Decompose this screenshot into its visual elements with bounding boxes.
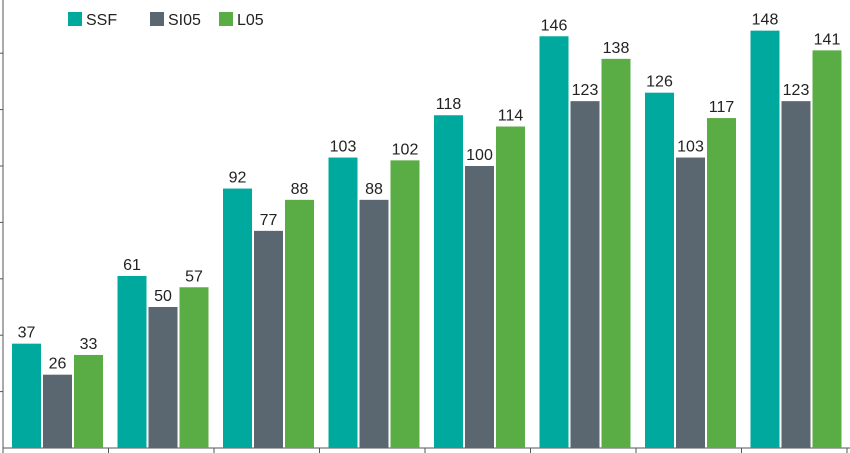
bar-l05-7 (707, 118, 736, 448)
data-label-l05-8: 141 (814, 31, 841, 48)
bar-l05-2 (179, 287, 209, 448)
data-label-si05-7: 103 (677, 139, 704, 156)
bar-si05-5 (465, 166, 494, 448)
bar-l05-6 (601, 58, 631, 449)
bar-l05-4 (390, 160, 420, 449)
legend-label-ssf: SSF (86, 12, 117, 29)
data-label-si05-1: 26 (49, 356, 67, 373)
data-label-ssf-5: 118 (436, 96, 462, 113)
bar-si05-8 (781, 101, 811, 448)
data-label-l05-1: 33 (80, 336, 98, 353)
bars (12, 30, 842, 449)
data-label-si05-3: 77 (260, 212, 278, 229)
data-label-si05-6: 123 (572, 82, 599, 99)
bar-ssf-4 (328, 157, 358, 449)
data-label-l05-5: 114 (498, 108, 524, 125)
bar-si05-1 (43, 374, 72, 448)
bar-ssf-6 (539, 36, 569, 448)
legend: SSF SI05 L05 (68, 12, 264, 29)
data-label-ssf-6: 146 (541, 17, 568, 34)
bar-l05-3 (285, 199, 314, 448)
data-label-ssf-2: 61 (123, 257, 141, 274)
bar-ssf-3 (223, 188, 252, 448)
legend-swatch-ssf (68, 12, 82, 26)
bar-ssf-8 (750, 30, 780, 448)
bar-ssf-1 (12, 343, 41, 448)
data-label-ssf-1: 37 (18, 325, 36, 342)
bar-si05-2 (148, 307, 178, 448)
bar-si05-6 (570, 101, 600, 448)
bar-si05-4 (359, 199, 389, 448)
data-label-si05-8: 123 (783, 82, 810, 99)
data-label-ssf-3: 92 (229, 170, 247, 187)
bar-ssf-7 (645, 92, 674, 449)
data-label-l05-2: 57 (185, 268, 203, 285)
bar-ssf-5 (434, 115, 463, 449)
legend-swatch-si05 (150, 12, 164, 26)
bar-ssf-2 (117, 275, 147, 448)
bar-si05-7 (676, 157, 705, 449)
bar-l05-8 (812, 50, 842, 448)
data-label-si05-2: 50 (154, 288, 172, 305)
data-label-ssf-4: 103 (330, 139, 357, 156)
data-label-l05-7: 117 (709, 99, 735, 116)
data-label-l05-3: 88 (291, 181, 309, 198)
legend-label-si05: SI05 (168, 12, 201, 29)
bar-l05-5 (496, 126, 525, 449)
data-label-l05-6: 138 (603, 40, 630, 57)
bar-l05-1 (74, 354, 103, 448)
data-label-l05-4: 102 (392, 141, 419, 158)
data-label-si05-4: 88 (365, 181, 383, 198)
data-label-ssf-8: 148 (752, 12, 779, 29)
data-label-ssf-7: 126 (646, 74, 673, 91)
legend-label-l05: L05 (237, 12, 264, 29)
bar-si05-3 (254, 230, 283, 448)
data-labels: 37 61 92 103 118 146 126 148 26 50 77 88 100 123 103 12… (18, 12, 841, 373)
legend-swatch-l05 (219, 12, 233, 26)
data-label-si05-5: 100 (466, 147, 493, 164)
